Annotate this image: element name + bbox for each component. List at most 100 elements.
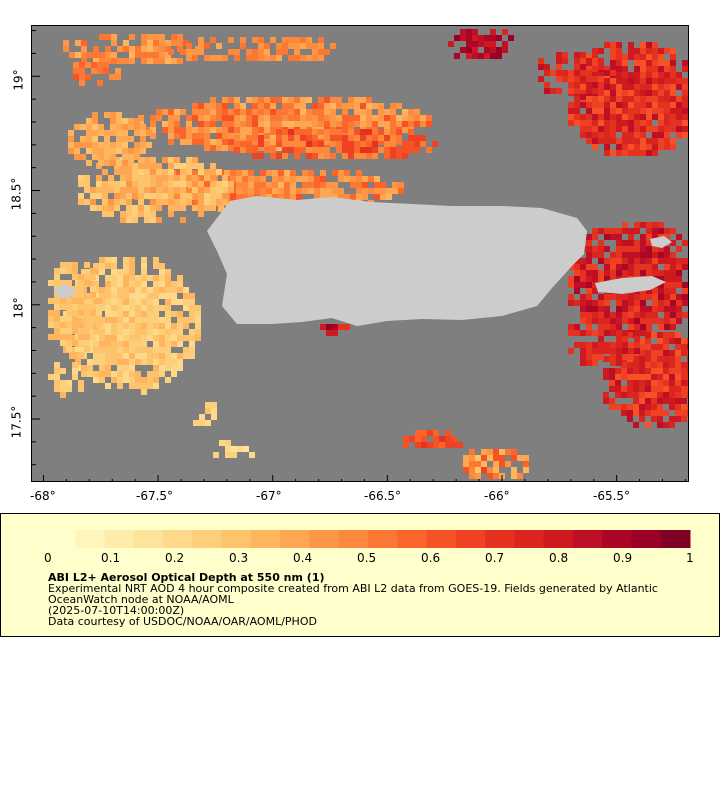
aod-pixel bbox=[415, 442, 421, 448]
aod-pixel bbox=[409, 436, 415, 442]
aod-pixel bbox=[330, 115, 336, 121]
aod-pixel bbox=[300, 121, 306, 127]
aod-pixel bbox=[378, 135, 384, 141]
aod-pixel bbox=[403, 436, 409, 442]
aod-pixel bbox=[616, 336, 622, 342]
aod-pixel bbox=[633, 410, 639, 416]
vieques-island bbox=[595, 276, 666, 294]
aod-pixel bbox=[374, 188, 380, 194]
aod-pixel bbox=[350, 182, 356, 188]
aod-pixel bbox=[84, 262, 90, 268]
aod-pixel bbox=[68, 142, 74, 148]
aod-pixel bbox=[108, 205, 114, 211]
aod-pixel bbox=[598, 258, 604, 264]
aod-pixel bbox=[628, 42, 634, 48]
aod-pixel bbox=[116, 124, 122, 130]
aod-pixel bbox=[592, 288, 598, 294]
aod-pixel bbox=[236, 188, 242, 194]
aod-pixel bbox=[598, 102, 604, 108]
aod-pixel bbox=[165, 335, 171, 341]
aod-pixel bbox=[390, 121, 396, 127]
aod-pixel bbox=[260, 176, 266, 182]
aod-pixel bbox=[627, 380, 633, 386]
aod-pixel bbox=[664, 90, 670, 96]
aod-pixel bbox=[622, 330, 628, 336]
aod-map[interactable] bbox=[31, 25, 689, 482]
aod-pixel bbox=[592, 126, 598, 132]
aod-pixel bbox=[634, 66, 640, 72]
aod-pixel bbox=[195, 323, 201, 329]
aod-pixel bbox=[278, 188, 284, 194]
aod-pixel bbox=[258, 37, 264, 43]
aod-pixel bbox=[616, 348, 622, 354]
aod-pixel bbox=[87, 371, 93, 377]
aod-pixel bbox=[192, 55, 198, 61]
aod-pixel bbox=[574, 282, 580, 288]
aod-pixel bbox=[628, 252, 634, 258]
aod-pixel bbox=[384, 115, 390, 121]
aod-pixel bbox=[141, 359, 147, 365]
aod-pixel bbox=[84, 187, 90, 193]
aod-pixel bbox=[60, 334, 66, 340]
aod-pixel bbox=[81, 58, 87, 64]
aod-pixel bbox=[117, 293, 123, 299]
aod-pixel bbox=[675, 368, 681, 374]
aod-pixel bbox=[592, 82, 598, 88]
aod-pixel bbox=[676, 108, 682, 114]
aod-pixel bbox=[669, 368, 675, 374]
aod-pixel bbox=[66, 346, 72, 352]
aod-pixel bbox=[312, 55, 318, 61]
aod-pixel bbox=[296, 194, 302, 200]
aod-pixel bbox=[210, 163, 216, 169]
aod-pixel bbox=[604, 270, 610, 276]
aod-pixel bbox=[652, 84, 658, 90]
aod-pixel bbox=[210, 169, 216, 175]
aod-pixel bbox=[104, 112, 110, 118]
aod-pixel bbox=[651, 368, 657, 374]
aod-pixel bbox=[688, 306, 689, 312]
colorbar-segment bbox=[631, 530, 662, 548]
aod-pixel bbox=[669, 338, 675, 344]
aod-pixel bbox=[574, 330, 580, 336]
aod-pixel bbox=[159, 40, 165, 46]
aod-pixel bbox=[278, 194, 284, 200]
aod-pixel bbox=[628, 306, 634, 312]
aod-pixel bbox=[663, 410, 669, 416]
aod-pixel bbox=[105, 335, 111, 341]
aod-pixel bbox=[598, 306, 604, 312]
aod-pixel bbox=[586, 264, 592, 270]
aod-pixel bbox=[586, 114, 592, 120]
aod-pixel bbox=[651, 332, 657, 338]
aod-pixel bbox=[314, 176, 320, 182]
aod-pixel bbox=[598, 270, 604, 276]
aod-pixel bbox=[598, 72, 604, 78]
aod-pixel bbox=[604, 126, 610, 132]
aod-pixel bbox=[652, 144, 658, 150]
aod-pixel bbox=[658, 324, 664, 330]
aod-pixel bbox=[432, 141, 438, 147]
aod-pixel bbox=[117, 377, 123, 383]
aod-pixel bbox=[135, 317, 141, 323]
aod-pixel bbox=[360, 103, 366, 109]
aod-pixel bbox=[168, 193, 174, 199]
aod-pixel bbox=[646, 306, 652, 312]
aod-pixel bbox=[646, 150, 652, 156]
aod-pixel bbox=[126, 187, 132, 193]
aod-pixel bbox=[622, 264, 628, 270]
aod-pixel bbox=[627, 404, 633, 410]
aod-pixel bbox=[188, 188, 194, 194]
aod-pixel bbox=[366, 147, 372, 153]
aod-pixel bbox=[66, 316, 72, 322]
aod-pixel bbox=[147, 347, 153, 353]
aod-pixel bbox=[90, 193, 96, 199]
aod-pixel bbox=[186, 181, 192, 187]
aod-pixel bbox=[195, 317, 201, 323]
aod-pixel bbox=[300, 55, 306, 61]
aod-pixel bbox=[84, 328, 90, 334]
aod-pixel bbox=[192, 133, 198, 139]
aod-pixel bbox=[300, 115, 306, 121]
aod-pixel bbox=[598, 126, 604, 132]
aod-pixel bbox=[354, 153, 360, 159]
aod-pixel bbox=[366, 103, 372, 109]
colorbar-tick-label: 0.1 bbox=[101, 551, 121, 565]
